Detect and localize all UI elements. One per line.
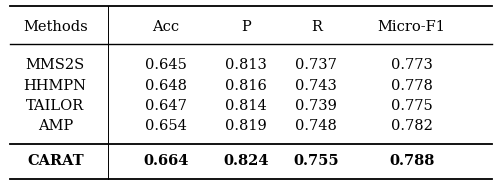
Text: 0.645: 0.645 <box>144 58 186 72</box>
Text: 0.816: 0.816 <box>224 79 267 93</box>
Text: Acc: Acc <box>152 20 179 34</box>
Text: 0.775: 0.775 <box>390 99 432 113</box>
Text: 0.788: 0.788 <box>388 154 433 168</box>
Text: 0.654: 0.654 <box>144 119 186 133</box>
Text: 0.755: 0.755 <box>293 154 338 168</box>
Text: 0.647: 0.647 <box>144 99 186 113</box>
Text: 0.664: 0.664 <box>143 154 188 168</box>
Text: 0.824: 0.824 <box>223 154 268 168</box>
Text: 0.814: 0.814 <box>224 99 267 113</box>
Text: 0.813: 0.813 <box>224 58 267 72</box>
Text: 0.748: 0.748 <box>295 119 337 133</box>
Text: MMS2S: MMS2S <box>26 58 85 72</box>
Text: 0.782: 0.782 <box>390 119 432 133</box>
Text: P: P <box>240 20 250 34</box>
Text: 0.773: 0.773 <box>390 58 432 72</box>
Text: TAILOR: TAILOR <box>26 99 84 113</box>
Text: R: R <box>310 20 321 34</box>
Text: 0.737: 0.737 <box>295 58 337 72</box>
Text: CARAT: CARAT <box>27 154 83 168</box>
Text: 0.648: 0.648 <box>144 79 186 93</box>
Text: Methods: Methods <box>23 20 87 34</box>
Text: 0.778: 0.778 <box>390 79 432 93</box>
Text: AMP: AMP <box>38 119 73 133</box>
Text: HHMPN: HHMPN <box>24 79 87 93</box>
Text: Micro-F1: Micro-F1 <box>377 20 445 34</box>
Text: 0.739: 0.739 <box>295 99 337 113</box>
Text: 0.743: 0.743 <box>295 79 337 93</box>
Text: 0.819: 0.819 <box>224 119 267 133</box>
